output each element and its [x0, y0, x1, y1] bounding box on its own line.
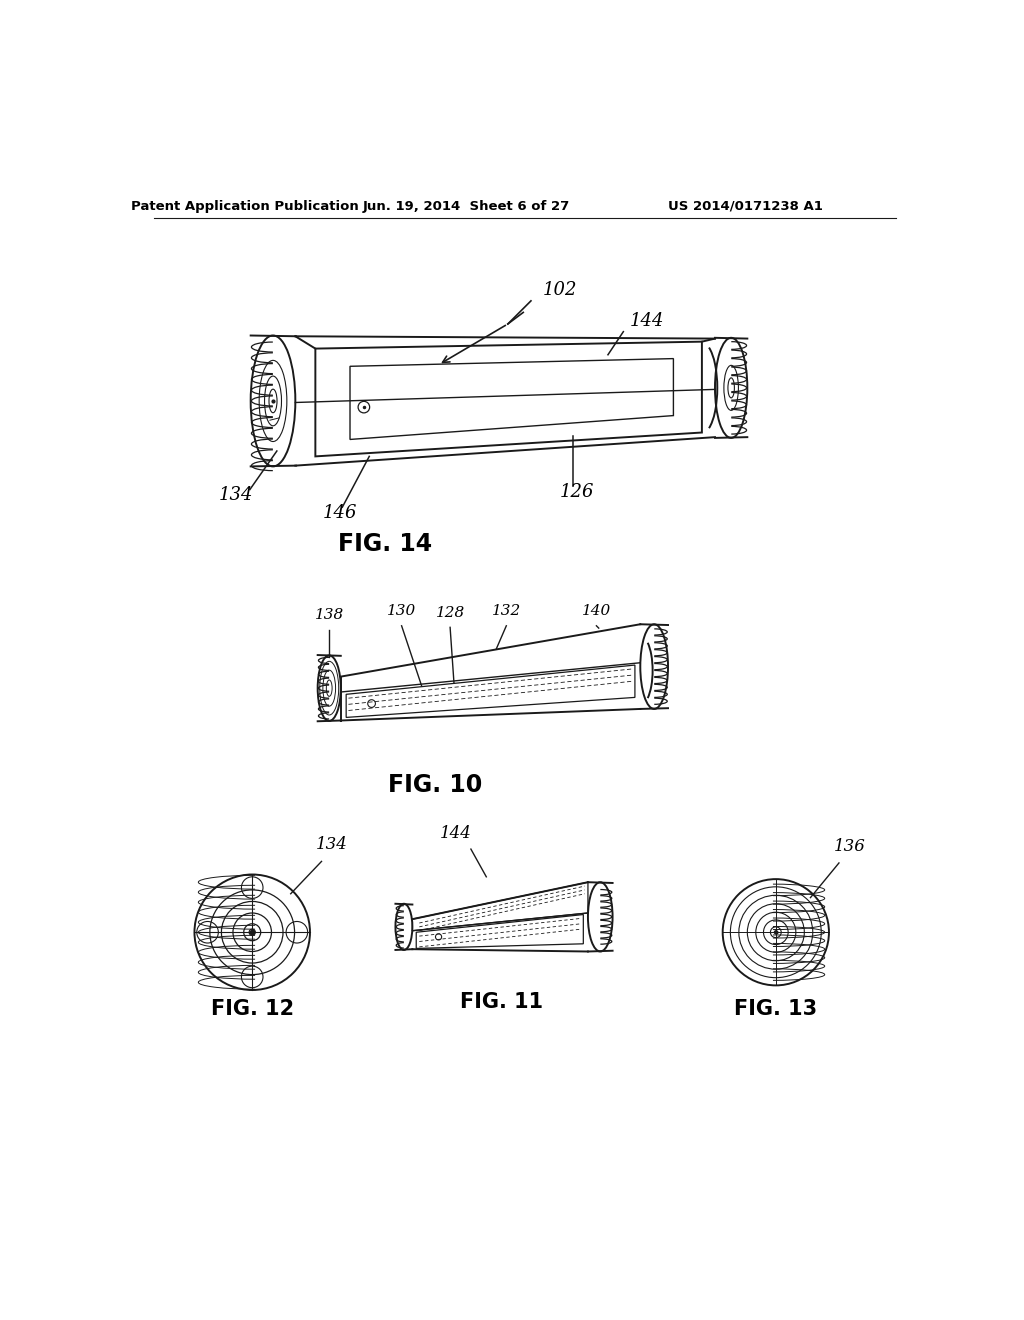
Text: FIG. 11: FIG. 11	[460, 991, 544, 1011]
Text: 126: 126	[560, 483, 595, 502]
Text: 128: 128	[435, 606, 465, 619]
Text: FIG. 14: FIG. 14	[338, 532, 432, 556]
Text: US 2014/0171238 A1: US 2014/0171238 A1	[668, 199, 822, 213]
Text: FIG. 10: FIG. 10	[388, 774, 482, 797]
Text: 136: 136	[835, 838, 866, 854]
Text: 138: 138	[314, 607, 344, 622]
Text: 132: 132	[492, 605, 521, 618]
Text: FIG. 13: FIG. 13	[734, 999, 817, 1019]
Text: 144: 144	[630, 313, 664, 330]
Text: 146: 146	[323, 504, 357, 521]
Text: 140: 140	[582, 605, 611, 618]
Text: 144: 144	[439, 825, 471, 842]
Text: FIG. 12: FIG. 12	[211, 999, 294, 1019]
Text: Jun. 19, 2014  Sheet 6 of 27: Jun. 19, 2014 Sheet 6 of 27	[362, 199, 570, 213]
Text: 134: 134	[219, 486, 254, 503]
Text: Patent Application Publication: Patent Application Publication	[131, 199, 358, 213]
Text: 130: 130	[387, 605, 416, 618]
Text: 102: 102	[543, 281, 577, 300]
Text: 134: 134	[315, 836, 347, 853]
